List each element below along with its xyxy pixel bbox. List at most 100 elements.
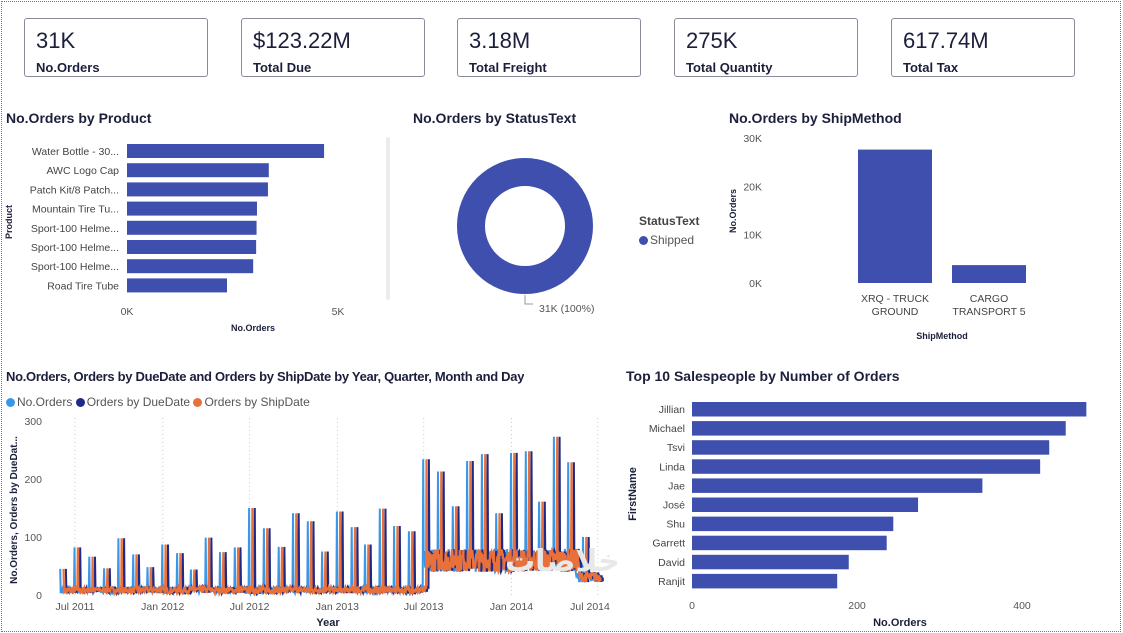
x-tick-label: 0K <box>121 306 134 318</box>
status-chart-title: No.Orders by StatusText <box>413 110 577 126</box>
category-label: Road Tire Tube <box>47 280 119 292</box>
category-label: GROUND <box>872 306 919 318</box>
bar <box>127 182 268 197</box>
y-tick-label: 0K <box>749 278 762 290</box>
category-label: Shu <box>666 519 685 531</box>
category-label: Mountain Tire Tu... <box>32 204 119 216</box>
product-chart-title: No.Orders by Product <box>6 110 152 126</box>
legend-dot <box>639 236 648 245</box>
x-tick-label: Jan 2012 <box>141 601 184 613</box>
category-label: Linda <box>659 461 685 473</box>
status-donut-chart: 31K (100%) <box>457 158 594 315</box>
kpi-label: Total Due <box>253 60 312 75</box>
watermark-logo: خلاصات <box>505 544 620 579</box>
category-label: Michael <box>649 423 685 435</box>
bar <box>127 201 257 216</box>
x-tick-label: Jul 2011 <box>56 601 95 613</box>
x-tick-label: Jul 2014 <box>570 601 610 613</box>
line-legend: No.Orders Orders by DueDate Orders by Sh… <box>6 395 310 409</box>
category-label: XRQ - TRUCK <box>861 293 929 305</box>
kpi-card-no-orders: 31K No.Orders <box>24 18 208 77</box>
bar <box>127 278 228 293</box>
scrollbar[interactable] <box>386 137 390 300</box>
salespeople-bar-chart: Jillian Michael Tsvi Linda Jae José Shu Garrett… <box>627 402 1087 629</box>
bar <box>692 573 838 589</box>
bar <box>692 554 849 570</box>
bar <box>127 144 325 158</box>
bar <box>692 516 894 532</box>
category-label: José <box>663 500 685 512</box>
x-tick-label: Jan 2014 <box>490 601 533 613</box>
bar <box>127 259 254 274</box>
category-label: Sport-100 Helme... <box>31 223 119 235</box>
y-tick-label: 20K <box>743 181 762 193</box>
y-axis-title: FirstName <box>627 467 639 521</box>
donut-slice-shipped <box>457 158 593 294</box>
shipmethod-chart-title: No.Orders by ShipMethod <box>729 110 902 126</box>
kpi-card-total-tax: 617.74M Total Tax <box>891 18 1075 77</box>
kpi-value: $123.22M <box>253 28 351 53</box>
y-tick-label: 30K <box>743 133 762 145</box>
kpi-card-total-freight: 3.18M Total Freight <box>457 18 641 77</box>
bar <box>692 421 1066 436</box>
bar <box>692 440 1050 455</box>
legend-dot <box>193 398 203 407</box>
category-label: David <box>658 557 685 569</box>
bar <box>692 478 983 493</box>
legend-item-shipped[interactable]: Shipped <box>639 233 694 247</box>
category-label: Jillian <box>659 404 685 416</box>
kpi-label: Total Tax <box>903 60 959 75</box>
kpi-value: 617.74M <box>903 28 989 53</box>
kpi-label: No.Orders <box>36 60 100 75</box>
y-tick-label: 300 <box>24 416 42 428</box>
data-label-leader <box>524 295 533 305</box>
legend-item-ship-date[interactable]: Orders by ShipDate <box>193 395 310 409</box>
x-tick-label: 0 <box>689 600 695 612</box>
x-axis-title: No.Orders <box>231 323 275 333</box>
bar <box>127 163 269 178</box>
bar <box>952 265 1026 283</box>
legend-label: Orders by ShipDate <box>204 395 310 409</box>
category-label: CARGO <box>970 293 1009 305</box>
kpi-value: 3.18M <box>469 28 531 53</box>
category-label: Garrett <box>652 538 685 550</box>
y-tick-label: 100 <box>24 532 42 544</box>
kpi-label: Total Freight <box>469 60 547 75</box>
category-label: Tsvi <box>667 442 685 454</box>
bar <box>692 402 1087 417</box>
kpi-value: 31K <box>36 28 76 53</box>
category-label: Jae <box>668 480 685 492</box>
category-label: Ranjit <box>658 576 685 588</box>
legend-item-due-date[interactable]: Orders by DueDate <box>75 395 191 409</box>
x-axis-title: Year <box>316 617 340 629</box>
bar <box>127 220 257 235</box>
y-tick-label: 0 <box>36 590 42 602</box>
bar <box>858 149 932 283</box>
kpi-card-total-quantity: 275K Total Quantity <box>674 18 858 77</box>
bar <box>692 497 919 512</box>
legend-label: Shipped <box>650 233 695 247</box>
x-tick-label: 400 <box>1013 600 1031 612</box>
product-bar-chart: Water Bottle - 30... AWC Logo Cap Patch Ki… <box>4 137 390 333</box>
legend-label: No.Orders <box>17 395 73 409</box>
line-chart-title: No.Orders, Orders by DueDate and Orders … <box>6 369 525 384</box>
kpi-label: Total Quantity <box>686 60 773 75</box>
kpi-value: 275K <box>686 28 738 53</box>
category-label: TRANSPORT 5 <box>952 306 1025 318</box>
orders-line-chart: 0 100 200 300 Jul 2011 Jan 2012 Jul 2012 Jan 20… <box>9 416 610 629</box>
data-label: 31K (100%) <box>539 303 594 315</box>
legend-item-no-orders[interactable]: No.Orders <box>6 395 72 409</box>
bar <box>692 459 1041 474</box>
x-tick-label: Jul 2012 <box>230 601 270 613</box>
y-tick-label: 10K <box>743 230 762 242</box>
legend-label: Orders by DueDate <box>86 395 191 409</box>
legend-dot <box>6 398 15 407</box>
bar <box>692 535 887 551</box>
category-label: Sport-100 Helme... <box>31 261 119 273</box>
category-label: AWC Logo Cap <box>46 165 119 177</box>
x-tick-label: Jul 2013 <box>404 601 444 613</box>
series-line-orders-by-shipdate <box>62 436 602 598</box>
x-tick-label: 5K <box>332 306 345 318</box>
